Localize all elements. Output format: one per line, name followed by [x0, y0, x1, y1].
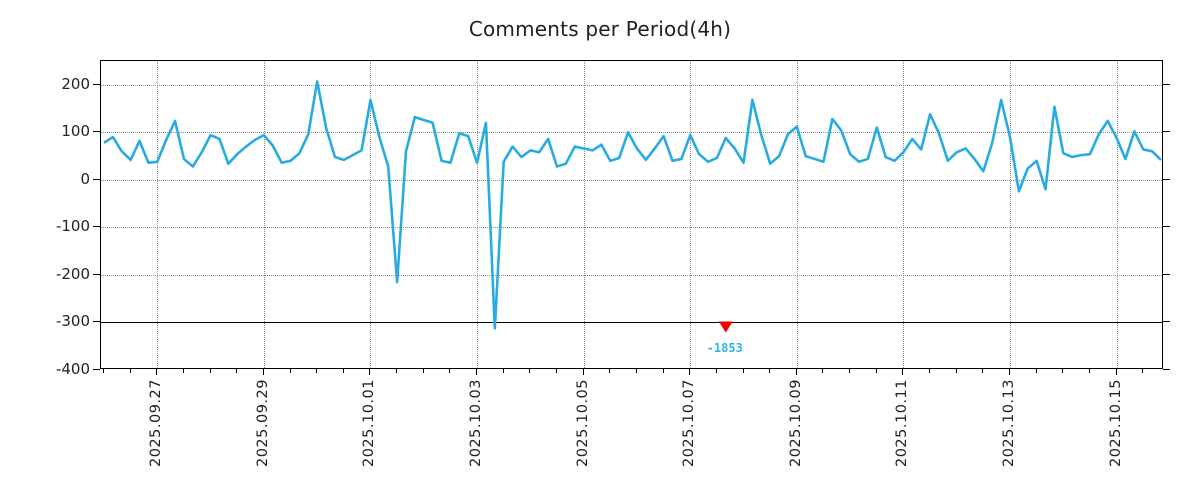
- y-axis-tick-label: 0: [80, 169, 90, 188]
- gridline-y-0: [101, 179, 1162, 181]
- y-axis-tick-mark: [93, 273, 100, 275]
- x-axis-tick-mark-minor: [129, 369, 131, 373]
- y-axis-tick-label: -300: [55, 312, 90, 331]
- y-axis-tick-label: 100: [61, 122, 90, 141]
- x-axis-tick-mark-minor: [422, 369, 424, 373]
- x-axis-tick-mark-minor: [849, 369, 851, 373]
- x-axis-tick-label: 2025.10.09: [787, 379, 804, 468]
- gridline-y--100: [101, 227, 1162, 229]
- y-axis-tick-mark-right: [1163, 226, 1170, 228]
- x-axis-tick-mark-minor: [822, 369, 824, 373]
- x-axis-tick-mark-minor: [1062, 369, 1064, 373]
- x-axis-tick-label: 2025.10.01: [361, 379, 378, 468]
- x-axis-tick-mark-minor: [342, 369, 344, 373]
- x-axis-tick-mark-minor: [209, 369, 211, 373]
- gridline-x-2025.10.11: [903, 61, 905, 368]
- gridline-x-2025.09.27: [157, 61, 159, 368]
- gridline-x-2025.10.07: [690, 61, 692, 368]
- x-axis-tick-mark-minor: [1035, 369, 1037, 373]
- y-axis-tick-mark-right: [1163, 131, 1170, 133]
- data-line: [103, 80, 1162, 330]
- y-axis-tick-mark: [93, 178, 100, 180]
- x-axis-tick-mark-major: [476, 369, 478, 375]
- y-axis-tick-mark: [93, 369, 100, 370]
- outlier-value-label: -1853: [706, 341, 743, 356]
- gridline-x-2025.10.01: [370, 61, 372, 368]
- x-axis-tick-mark-major: [582, 369, 584, 375]
- gridline-x-2025.10.09: [796, 61, 798, 368]
- x-axis-tick-mark-minor: [289, 369, 291, 373]
- x-axis-tick-mark-minor: [875, 369, 877, 373]
- x-axis-tick-label: 2025.10.11: [894, 379, 911, 468]
- x-axis-tick-label: 2025.10.07: [681, 379, 698, 468]
- x-axis-tick-mark-major: [1009, 369, 1010, 375]
- x-axis-tick-mark-major: [369, 369, 371, 375]
- gridline-x-2025.10.05: [583, 61, 585, 368]
- x-axis-tick-mark-minor: [1088, 369, 1090, 373]
- gridline-y--200: [101, 274, 1162, 276]
- y-axis-tick-label: 200: [61, 74, 90, 93]
- y-axis-tick-label: -100: [55, 217, 90, 236]
- y-axis-tick-mark: [93, 83, 100, 85]
- x-axis-tick-mark-minor: [529, 369, 531, 373]
- x-axis-tick-mark-major: [795, 369, 797, 375]
- x-axis-tick-mark-minor: [635, 369, 637, 373]
- y-axis-tick-label: -400: [55, 360, 90, 378]
- series-line-comments-per-period: [103, 80, 1162, 333]
- gridline-y-200: [101, 84, 1162, 86]
- gridline-y--300: [101, 322, 1162, 324]
- x-axis-tick-mark-minor: [715, 369, 717, 373]
- y-axis-tick-mark-right: [1163, 321, 1170, 323]
- x-axis-tick-mark-minor: [742, 369, 744, 373]
- plot-area: [100, 60, 1163, 369]
- chart-title: Comments per Period(4h): [468, 17, 732, 41]
- x-axis-tick-mark-minor: [609, 369, 611, 373]
- x-axis-tick-mark-minor: [929, 369, 931, 373]
- y-axis-tick-mark: [93, 131, 100, 133]
- x-axis-tick-label: 2025.10.13: [1001, 379, 1017, 468]
- y-axis-tick-mark-right: [1163, 273, 1170, 275]
- y-axis-tick-mark: [93, 321, 100, 323]
- y-axis-tick-label: -200: [55, 264, 90, 283]
- y-axis-tick-mark: [93, 226, 100, 228]
- x-axis-tick-mark-minor: [982, 369, 984, 373]
- x-axis-tick-mark-minor: [955, 369, 957, 373]
- x-axis-tick-mark-minor: [1142, 369, 1144, 373]
- x-axis-tick-mark-major: [262, 369, 264, 375]
- y-axis-tick-mark-right: [1163, 369, 1170, 370]
- y-axis-tick-mark-right: [1163, 83, 1170, 85]
- y-axis: 200 100 0 -100 -200 -300 -400: [0, 60, 1200, 378]
- y-axis-tick-mark-right: [1163, 178, 1170, 180]
- x-axis-tick-mark-minor: [103, 369, 104, 373]
- x-axis-tick-mark-minor: [236, 369, 238, 373]
- x-axis: 2025.09.27 2025.09.29 2025.10.01 2025.10.03…: [0, 369, 1200, 500]
- outlier-marker-down-triangle-icon: [718, 321, 733, 333]
- x-axis-tick-mark-minor: [662, 369, 664, 373]
- gridline-x-2025.10.15: [1116, 61, 1118, 368]
- gridline-y-100: [101, 132, 1162, 134]
- x-axis-tick-mark-minor: [769, 369, 771, 373]
- x-axis-tick-mark-major: [1115, 369, 1117, 375]
- x-axis-tick-mark-minor: [502, 369, 504, 373]
- x-axis-tick-mark-major: [902, 369, 904, 375]
- x-axis-tick-label: 2025.09.27: [148, 379, 165, 468]
- x-axis-tick-label: 2025.10.03: [468, 379, 485, 468]
- x-axis-tick-mark-major: [689, 369, 691, 375]
- x-axis-tick-label: 2025.09.29: [254, 379, 271, 468]
- gridline-x-2025.09.29: [263, 61, 265, 368]
- x-axis-tick-mark-minor: [182, 369, 184, 373]
- x-axis-tick-mark-minor: [449, 369, 451, 373]
- x-axis-tick-mark-minor: [396, 369, 398, 373]
- x-axis-tick-mark-minor: [316, 369, 318, 373]
- x-axis-tick-label: 2025.10.15: [1107, 379, 1124, 468]
- x-axis-tick-mark-major: [156, 369, 158, 375]
- gridline-x-2025.10.13: [1010, 61, 1011, 368]
- x-axis-tick-mark-minor: [556, 369, 557, 373]
- gridline-x-2025.10.03: [477, 61, 479, 368]
- x-axis-tick-label: 2025.10.05: [574, 379, 591, 468]
